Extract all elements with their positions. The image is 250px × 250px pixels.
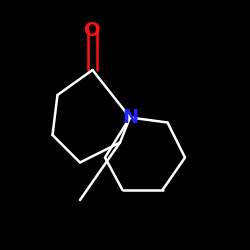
Text: N: N bbox=[122, 108, 138, 127]
Text: O: O bbox=[84, 20, 101, 40]
